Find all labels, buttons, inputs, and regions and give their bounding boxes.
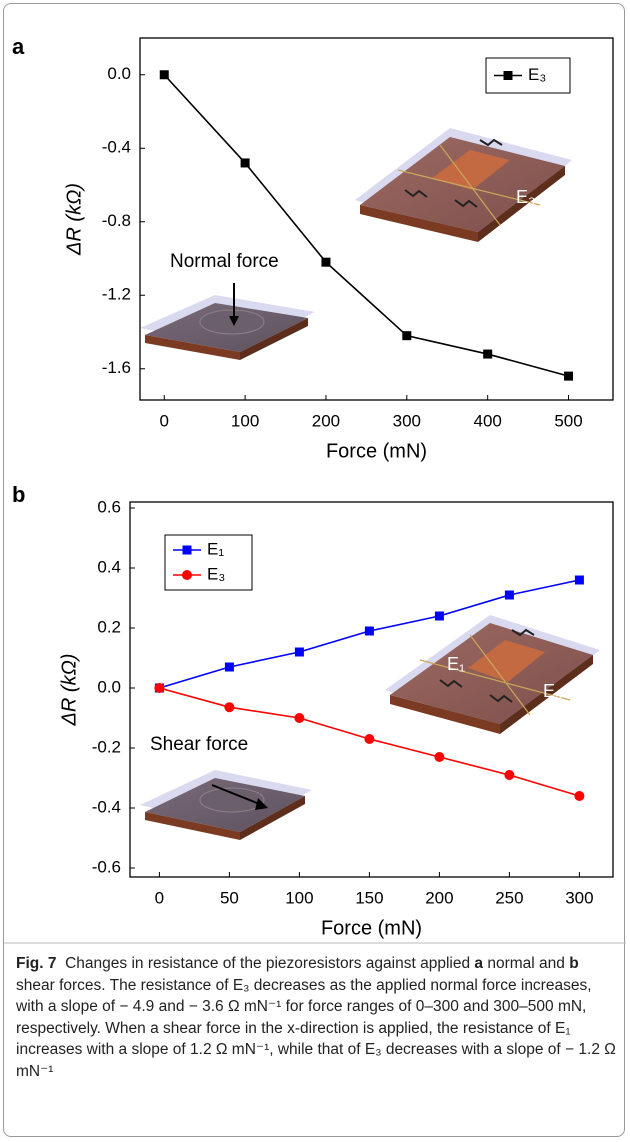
x-tick-label: 0 (160, 411, 169, 430)
point (434, 752, 445, 762)
point (574, 791, 585, 801)
annotation: E₃ (543, 681, 562, 701)
x-tick-label: 300 (565, 888, 593, 907)
point (159, 70, 169, 80)
point (321, 257, 331, 267)
plot-frame (129, 501, 614, 878)
point (402, 331, 412, 341)
caption-text: a (474, 955, 484, 972)
point (154, 683, 165, 693)
legend-label: E₃ (528, 65, 546, 84)
point (483, 349, 493, 359)
caption-text: normal and (483, 955, 570, 972)
point (224, 702, 235, 713)
legend-frame (485, 57, 571, 94)
y-tick-label: 0.4 (97, 557, 121, 576)
y-tick-label: 0.0 (97, 677, 121, 696)
y-axis-label: ΔR (kΩ) (58, 654, 80, 727)
y-tick-label: -0.4 (92, 797, 121, 816)
panel-label: b (12, 482, 25, 507)
x-tick-label: 50 (220, 888, 239, 907)
figure: Normal force E₃ Shear force E₁ E₃ a 0.0 -0… (4, 34, 626, 944)
legend-label: E₁ (207, 539, 224, 558)
legend-marker (182, 570, 192, 580)
legend-marker (503, 71, 513, 80)
caption: Fig. 7 Changes in resistance of the piez… (16, 953, 618, 1082)
point (224, 662, 234, 672)
x-tick-label: 300 (393, 411, 421, 430)
point (504, 590, 514, 600)
point (574, 575, 584, 585)
annotation: Normal force (170, 251, 279, 272)
caption-label: Fig. 7 (16, 955, 57, 972)
series-line (163, 74, 569, 377)
y-tick-label: 0.6 (97, 497, 121, 516)
inset-device-b (385, 615, 600, 734)
point (434, 611, 444, 621)
y-tick-label: -0.2 (92, 737, 121, 756)
figure-frame (3, 3, 625, 1137)
plot-frame (139, 37, 614, 401)
point (564, 371, 574, 381)
inset-normal (140, 283, 315, 360)
annotation: E₁ (447, 654, 465, 674)
point (294, 713, 305, 723)
panel-label: a (12, 34, 25, 59)
x-tick-label: 250 (495, 888, 523, 907)
y-tick-label: -0.8 (102, 211, 131, 230)
x-tick-label: 100 (285, 888, 313, 907)
y-tick-label: 0.0 (107, 64, 131, 83)
y-axis-label: ΔR (kΩ) (63, 183, 85, 256)
annotation: Shear force (150, 734, 248, 755)
x-axis-label: Force (mN) (321, 917, 422, 939)
point (504, 770, 515, 780)
x-tick-label: 400 (473, 411, 501, 430)
legend-marker (182, 545, 192, 555)
x-tick-label: 200 (425, 888, 453, 907)
x-tick-label: 100 (231, 411, 259, 430)
caption-text: Changes in resistance of the piezoresist… (65, 955, 475, 972)
y-tick-label: -0.4 (102, 138, 131, 157)
point (294, 647, 304, 657)
x-tick-label: 500 (554, 411, 582, 430)
inset-shear (140, 770, 312, 840)
y-tick-label: -0.6 (92, 857, 121, 876)
annotation: E₃ (516, 187, 535, 207)
caption-text: b (569, 955, 579, 972)
caption-text: shear forces. The resistance of E₃ decre… (16, 976, 616, 1080)
inset-device-a (355, 128, 572, 242)
point (364, 626, 374, 636)
x-tick-label: 200 (312, 411, 340, 430)
point (364, 734, 375, 744)
legend-frame (164, 534, 253, 591)
legend-label: E₃ (207, 564, 225, 583)
y-tick-label: -1.6 (102, 358, 131, 377)
x-tick-label: 0 (155, 888, 164, 907)
x-axis-label: Force (mN) (326, 440, 427, 462)
x-tick-label: 150 (355, 888, 383, 907)
y-tick-label: 0.2 (97, 617, 121, 636)
point (240, 158, 250, 168)
y-tick-label: -1.2 (102, 285, 131, 304)
